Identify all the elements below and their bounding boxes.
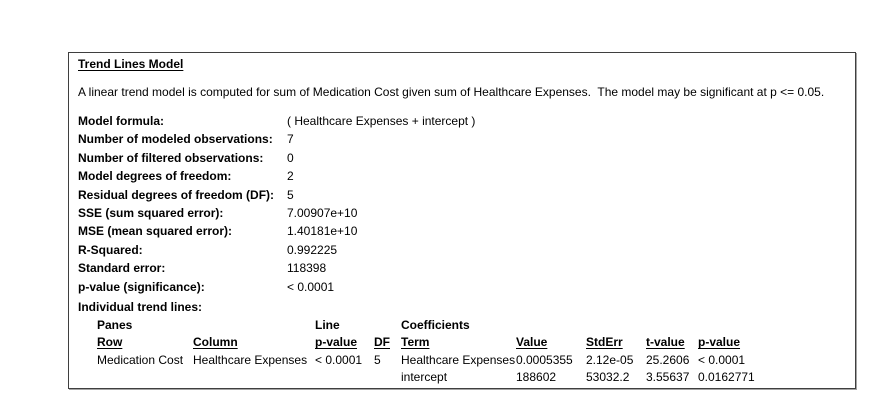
column-header-label: Row	[97, 335, 123, 350]
group-header-coefficients: Coefficients	[401, 318, 470, 332]
column-header-line-p-value: p-value	[315, 334, 374, 351]
stat-row-r-squared: R-Squared: 0.992225	[78, 241, 475, 259]
group-header-panes: Panes	[97, 318, 133, 332]
cell-term: intercept	[401, 370, 448, 385]
stat-value: 5	[287, 187, 294, 202]
cell-stderr: 53032.2	[586, 370, 630, 385]
stat-value: 118398	[287, 261, 327, 276]
cell-t-value: 25.2606	[646, 352, 690, 367]
cell-line-p-value: < 0.0001	[315, 352, 363, 367]
stat-row-model-df: Model degrees of freedom: 2	[78, 167, 475, 185]
cell-pane-row: Medication Cost	[97, 352, 184, 367]
model-description: A linear trend model is computed for sum…	[78, 85, 825, 99]
column-header-label: p-value	[315, 335, 358, 350]
stat-label: Number of modeled observations:	[78, 132, 273, 147]
window-title: Trend Lines Model	[78, 57, 184, 71]
column-header-label: p-value	[698, 335, 741, 350]
column-header-label: Term	[401, 335, 430, 350]
stat-row-filtered-observations: Number of filtered observations: 0	[78, 149, 475, 167]
column-header-row: Row	[97, 334, 193, 351]
cell-df: 5	[374, 352, 381, 367]
stat-label: Model formula:	[78, 114, 164, 128]
column-header-stderr: StdErr	[586, 334, 646, 351]
stat-label: R-Squared:	[78, 242, 143, 257]
cell-value: 188602	[516, 370, 557, 385]
cell-pane-row	[97, 369, 193, 386]
stat-label: MSE (mean squared error):	[78, 224, 233, 239]
stat-row-modeled-observations: Number of modeled observations: 7	[78, 130, 475, 148]
cell-t-value: 3.55637	[646, 370, 690, 385]
table-row: Medication Cost Healthcare Expenses < 0.…	[97, 352, 808, 369]
stat-row-mse: MSE (mean squared error): 1.40181e+10	[78, 222, 475, 240]
cell-pane-column: Healthcare Expenses	[193, 352, 308, 367]
group-header-line: Line	[315, 318, 340, 332]
stat-row-model-formula: Model formula: ( Healthcare Expenses + in…	[78, 112, 475, 130]
table-group-header-row: Panes Line Coefficients	[97, 317, 808, 334]
stat-value: 1.40181e+10	[287, 224, 358, 239]
stat-value: 7	[287, 132, 294, 147]
stat-label: Standard error:	[78, 261, 166, 276]
column-header-label: StdErr	[586, 335, 623, 350]
column-header-column: Column	[193, 334, 315, 351]
stat-value: 0.992225	[287, 242, 338, 257]
stat-value: 7.00907e+10	[287, 206, 358, 221]
cell-p-value: < 0.0001	[698, 352, 746, 367]
stat-row-standard-error: Standard error: 118398	[78, 259, 475, 277]
trend-lines-model-window: Trend Lines Model A linear trend model i…	[68, 52, 856, 389]
cell-stderr: 2.12e-05	[586, 352, 634, 367]
stat-value: < 0.0001	[287, 279, 335, 294]
stat-value: 0	[287, 150, 294, 165]
column-header-t-value: t-value	[646, 334, 698, 351]
column-header-label: t-value	[646, 335, 685, 350]
stat-label: Residual degrees of freedom (DF):	[78, 187, 275, 202]
stat-row-p-value: p-value (significance): < 0.0001	[78, 278, 475, 296]
model-stats-list: Model formula: ( Healthcare Expenses + in…	[78, 112, 475, 296]
column-header-label: DF	[374, 335, 390, 350]
column-header-df: DF	[374, 334, 401, 351]
cell-df	[374, 369, 401, 386]
cell-p-value: 0.0162771	[698, 370, 755, 385]
cell-line-p-value	[315, 369, 374, 386]
stat-label: SSE (sum squared error):	[78, 206, 224, 221]
stat-row-residual-df: Residual degrees of freedom (DF): 5	[78, 186, 475, 204]
column-header-value: Value	[516, 334, 586, 351]
cell-value: 0.0005355	[516, 352, 573, 367]
column-header-label: Column	[193, 335, 238, 350]
column-header-term-p-value: p-value	[698, 334, 808, 351]
trend-lines-table: Panes Line Coefficients Row Column p-val…	[97, 317, 808, 387]
stat-row-sse: SSE (sum squared error): 7.00907e+10	[78, 204, 475, 222]
stat-value: 2	[287, 169, 294, 184]
table-row: intercept 188602 53032.2 3.55637 0.01627…	[97, 369, 808, 386]
individual-trend-lines-heading: Individual trend lines:	[78, 300, 203, 314]
cell-pane-column	[193, 369, 315, 386]
stat-value: ( Healthcare Expenses + intercept )	[287, 114, 476, 128]
stat-label: Number of filtered observations:	[78, 150, 264, 165]
column-header-label: Value	[516, 335, 548, 350]
stat-label: Model degrees of freedom:	[78, 169, 232, 184]
cell-term: Healthcare Expenses	[401, 352, 516, 367]
table-column-header-row: Row Column p-value DF Term Value StdErr …	[97, 334, 808, 351]
column-header-term: Term	[401, 334, 516, 351]
stat-label: p-value (significance):	[78, 279, 205, 294]
